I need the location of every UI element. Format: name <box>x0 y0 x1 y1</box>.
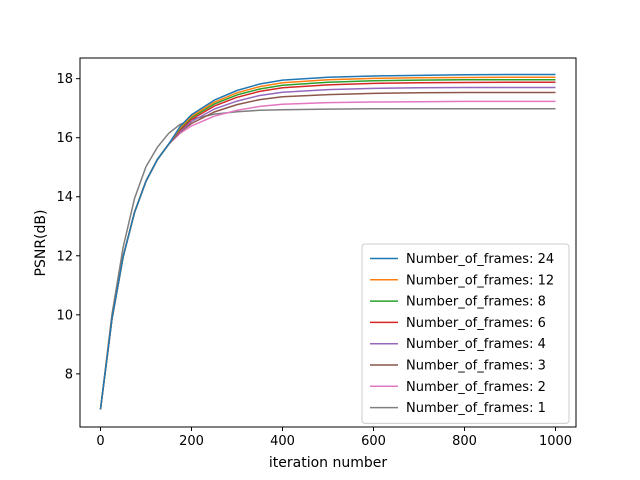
y-tick-label: 8 <box>65 367 73 382</box>
legend-entry: Number_of_frames: 1 <box>370 401 546 416</box>
legend-label: Number_of_frames: 4 <box>406 337 546 352</box>
y-tick-label: 14 <box>56 190 73 205</box>
legend-label: Number_of_frames: 6 <box>406 316 546 331</box>
legend-label: Number_of_frames: 24 <box>406 252 554 267</box>
legend-label: Number_of_frames: 2 <box>406 380 546 395</box>
legend-entry: Number_of_frames: 4 <box>370 337 546 352</box>
legend-label: Number_of_frames: 3 <box>406 359 546 374</box>
legend-label: Number_of_frames: 8 <box>406 295 546 310</box>
legend-entry: Number_of_frames: 12 <box>370 273 554 288</box>
plot-frame <box>79 57 577 428</box>
y-tick-label: 16 <box>56 131 73 146</box>
legend-entry: Number_of_frames: 3 <box>370 359 546 374</box>
y-tick-label: 18 <box>56 72 73 87</box>
legend-label: Number_of_frames: 12 <box>406 273 554 288</box>
y-tick-label: 12 <box>56 249 73 264</box>
legend-entry: Number_of_frames: 6 <box>370 316 546 331</box>
series-line-7 <box>99 108 556 410</box>
legend-label: Number_of_frames: 1 <box>406 401 546 416</box>
legend: Number_of_frames: 24 Number_of_frames: 12… <box>361 243 570 424</box>
x-tick-label: 600 <box>361 434 386 449</box>
x-tick-label: 200 <box>179 434 204 449</box>
x-axis-ticks: 0 200 400 600 800 1000 <box>96 427 572 449</box>
y-axis-label: PSNR(dB) <box>33 210 49 277</box>
x-tick-label: 400 <box>270 434 295 449</box>
legend-entry: Number_of_frames: 8 <box>370 295 546 310</box>
series-line-0 <box>99 73 556 410</box>
series-layer <box>99 73 556 410</box>
x-tick-label: 800 <box>452 434 477 449</box>
x-axis-label: iteration number <box>269 455 387 471</box>
x-tick-label: 0 <box>96 434 104 449</box>
x-tick-label: 1000 <box>539 434 572 449</box>
y-tick-label: 10 <box>56 308 73 323</box>
y-axis-ticks: 8 10 12 14 16 18 <box>56 72 80 382</box>
legend-entry: Number_of_frames: 24 <box>370 252 554 267</box>
legend-entry: Number_of_frames: 2 <box>370 380 546 395</box>
legend-box <box>361 243 570 424</box>
